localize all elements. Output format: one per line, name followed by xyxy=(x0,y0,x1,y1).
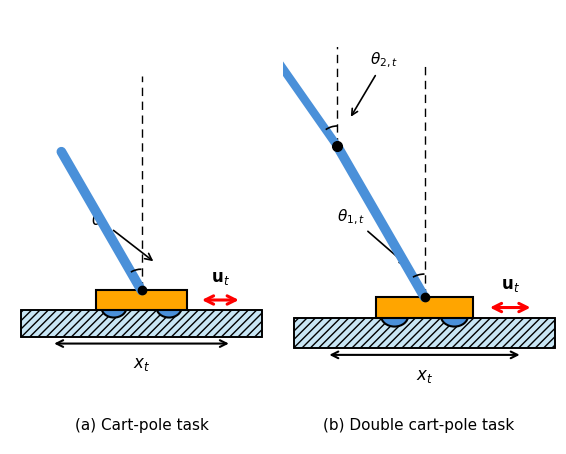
Text: $\mathbf{u}_t$: $\mathbf{u}_t$ xyxy=(501,276,520,294)
Ellipse shape xyxy=(157,297,182,317)
Ellipse shape xyxy=(101,297,126,317)
Text: (a) Cart-pole task: (a) Cart-pole task xyxy=(75,418,208,433)
Bar xyxy=(96,291,187,310)
Bar xyxy=(22,310,261,337)
Bar xyxy=(294,318,555,348)
Text: $x_t$: $x_t$ xyxy=(133,355,150,373)
Text: $\theta_{1,t}$: $\theta_{1,t}$ xyxy=(337,207,406,264)
Ellipse shape xyxy=(381,305,408,326)
Text: $\mathbf{u}_t$: $\mathbf{u}_t$ xyxy=(211,270,230,287)
Text: $\theta_t$: $\theta_t$ xyxy=(92,209,152,260)
Bar xyxy=(375,297,474,318)
Bar xyxy=(294,318,555,348)
Text: (b) Double cart-pole task: (b) Double cart-pole task xyxy=(323,418,514,433)
Bar xyxy=(22,310,261,337)
Ellipse shape xyxy=(441,305,468,326)
Text: $\theta_{2,t}$: $\theta_{2,t}$ xyxy=(351,51,398,115)
Text: $x_t$: $x_t$ xyxy=(416,367,433,385)
